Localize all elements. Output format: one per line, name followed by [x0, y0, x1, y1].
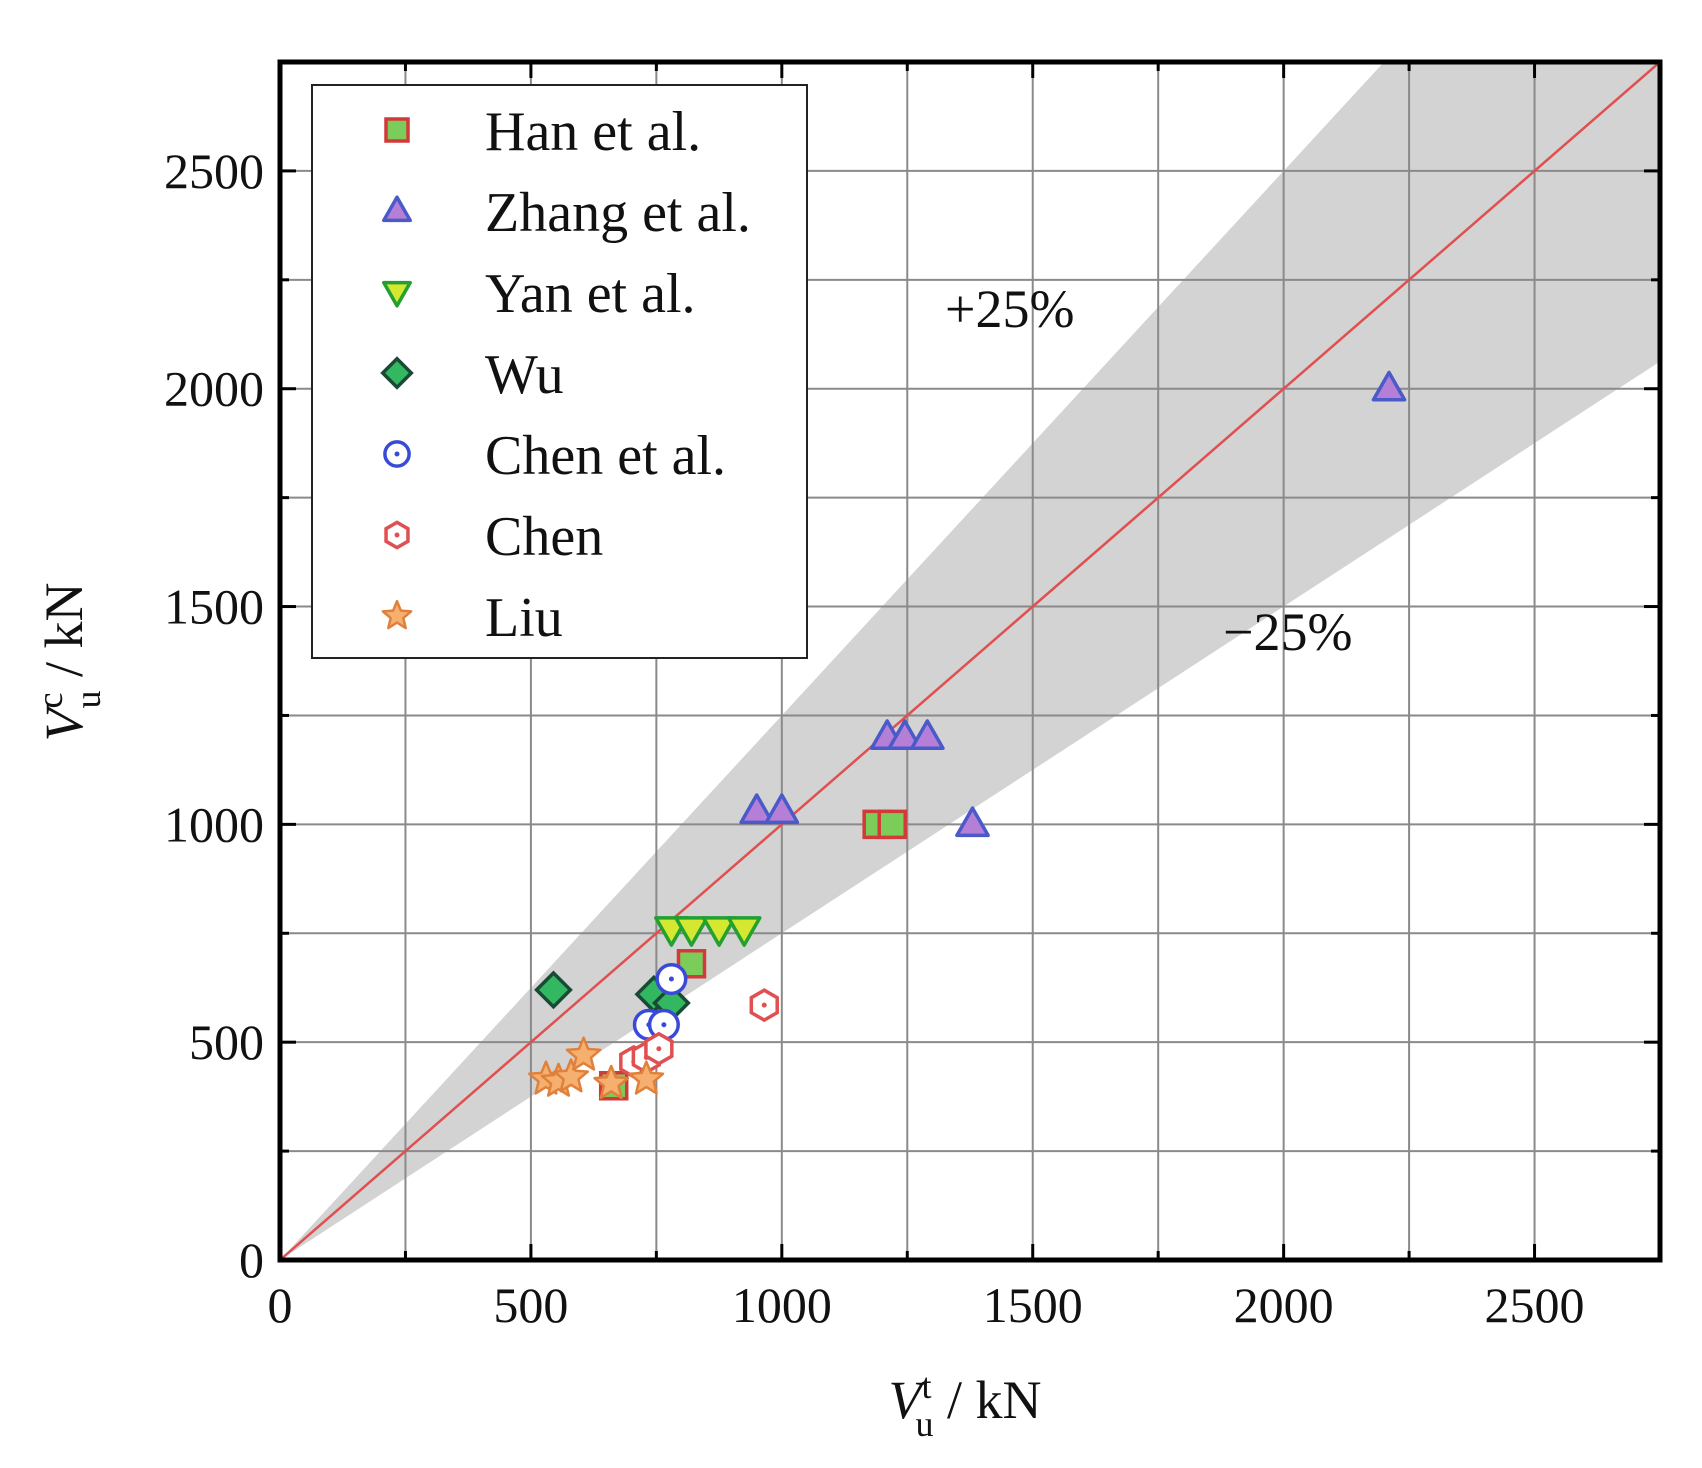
legend-item: Zhang et al.: [382, 182, 751, 244]
data-point: [655, 962, 688, 996]
legend-item: Chen et al.: [383, 425, 726, 487]
y-axis-title: Vcu / kN: [30, 583, 108, 742]
x-tick-label: 2500: [1485, 1277, 1585, 1333]
legend-label: Yan et al.: [485, 263, 696, 325]
series-1: [739, 370, 1407, 838]
legend-marker: [384, 117, 410, 143]
y-tick-label: 2500: [164, 143, 264, 199]
legend-label: Chen et al.: [485, 425, 726, 487]
series-6: [528, 1036, 665, 1100]
legend-item: Han et al.: [384, 101, 701, 163]
y-tick-label: 2000: [164, 361, 264, 417]
legend-item: Yan et al.: [382, 263, 696, 325]
x-tick-label: 0: [268, 1277, 293, 1333]
legend-label: Wu: [485, 344, 564, 406]
x-tick-label: 2000: [1234, 1277, 1334, 1333]
y-tick-label: 500: [189, 1014, 264, 1070]
data-point: [955, 806, 990, 838]
data-point: [628, 1060, 665, 1095]
data-point: [534, 970, 573, 1010]
x-tick-label: 500: [493, 1277, 568, 1333]
legend-label: Liu: [485, 587, 563, 649]
legend-marker: [382, 195, 412, 223]
data-point: [593, 1064, 630, 1100]
plot-frame: [277, 59, 1663, 1263]
y-tick-label: 1000: [164, 796, 264, 852]
series-2: [654, 916, 762, 947]
legend-marker: [381, 599, 413, 630]
x-tick-label: 1000: [732, 1277, 832, 1333]
band-lower-label: −25%: [1223, 602, 1352, 662]
x-axis-title: Vt u / kN: [888, 1366, 1041, 1444]
band-upper-label: +25%: [945, 279, 1074, 339]
legend-label: Chen: [485, 506, 603, 568]
legend-marker: [380, 356, 414, 390]
data-point: [877, 809, 907, 840]
data-point: [739, 793, 775, 825]
legend-item: Wu: [380, 344, 564, 406]
legend-marker: [382, 280, 412, 308]
y-tick-label: 0: [239, 1232, 264, 1288]
legend-label: Han et al.: [485, 101, 701, 163]
legend-label: Zhang et al.: [485, 182, 751, 244]
legend-item: Chen: [384, 506, 603, 568]
data-point: [701, 916, 737, 947]
data-point: [674, 916, 709, 947]
data-point: [565, 1036, 602, 1071]
data-point: [764, 793, 800, 825]
data-point: [749, 988, 779, 1023]
data-point: [909, 719, 945, 751]
data-point: [726, 916, 762, 947]
legend-item: Liu: [381, 587, 563, 649]
data-point: [553, 1058, 589, 1093]
series-5: [619, 988, 779, 1079]
x-tick-label: 1500: [983, 1277, 1083, 1333]
data-point: [644, 1031, 674, 1066]
reference-line: [280, 62, 1660, 1260]
legend-marker: [384, 520, 410, 550]
legend-marker: [383, 440, 411, 468]
data-point: [1371, 370, 1407, 402]
legend: Han et al. Zhang et al. Yan et al. Wu Chen e…: [311, 84, 808, 659]
data-point: [887, 719, 923, 751]
y-tick-label: 1500: [164, 579, 264, 635]
